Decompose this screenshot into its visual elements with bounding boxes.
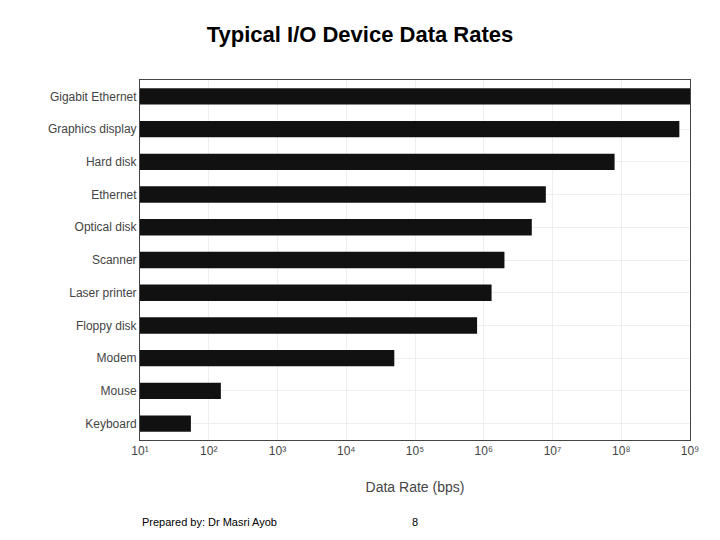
svg-text:10⁴: 10⁴ xyxy=(337,444,356,458)
svg-text:Prepared by: Dr Masri Ayob: Prepared by: Dr Masri Ayob xyxy=(142,516,277,528)
svg-text:10⁸: 10⁸ xyxy=(612,444,630,458)
svg-text:Mouse: Mouse xyxy=(101,384,137,398)
svg-text:10¹: 10¹ xyxy=(131,444,148,458)
svg-text:8: 8 xyxy=(412,516,418,528)
svg-text:10³: 10³ xyxy=(269,444,286,458)
svg-text:Keyboard: Keyboard xyxy=(85,417,136,431)
svg-text:Data Rate (bps): Data Rate (bps) xyxy=(366,479,465,495)
svg-text:Gigabit Ethernet: Gigabit Ethernet xyxy=(50,90,137,104)
svg-text:10⁶: 10⁶ xyxy=(475,444,493,458)
svg-text:10⁵: 10⁵ xyxy=(406,444,424,458)
svg-text:Typical I/O Device Data Rates: Typical I/O Device Data Rates xyxy=(207,22,514,47)
svg-text:Floppy disk: Floppy disk xyxy=(76,319,138,333)
svg-text:10⁹: 10⁹ xyxy=(681,444,700,458)
svg-text:Ethernet: Ethernet xyxy=(91,188,137,202)
svg-text:Optical disk: Optical disk xyxy=(75,220,138,234)
svg-text:10²: 10² xyxy=(200,444,217,458)
svg-text:Scanner: Scanner xyxy=(92,253,137,267)
svg-text:Graphics display: Graphics display xyxy=(48,122,137,136)
svg-text:Laser printer: Laser printer xyxy=(69,286,136,300)
svg-text:Hard disk: Hard disk xyxy=(86,155,138,169)
svg-text:Modem: Modem xyxy=(97,351,137,365)
svg-text:10⁷: 10⁷ xyxy=(544,444,562,458)
